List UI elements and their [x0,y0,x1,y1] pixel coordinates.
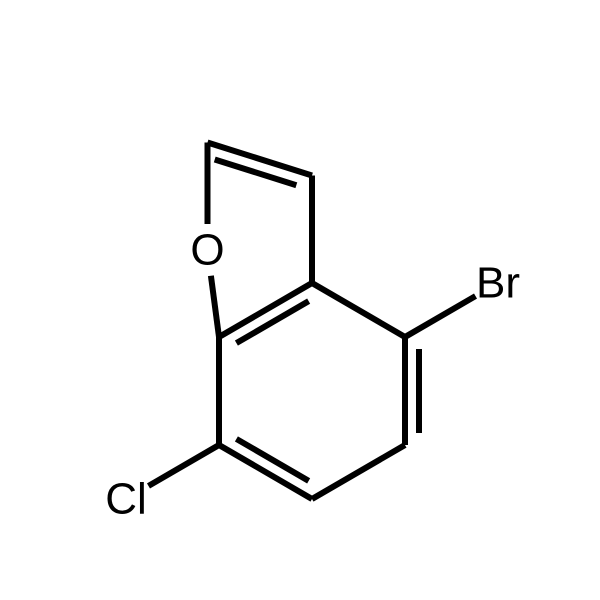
bond [312,445,405,499]
atom-label-br: Br [476,259,520,308]
bond [148,445,219,486]
bond [312,283,405,337]
bond [211,276,219,337]
atom-label-cl: Cl [105,475,147,524]
bond [405,296,476,337]
molecule-diagram: O Br Cl [0,0,600,600]
bond [215,159,297,185]
atom-label-o: O [190,226,224,275]
